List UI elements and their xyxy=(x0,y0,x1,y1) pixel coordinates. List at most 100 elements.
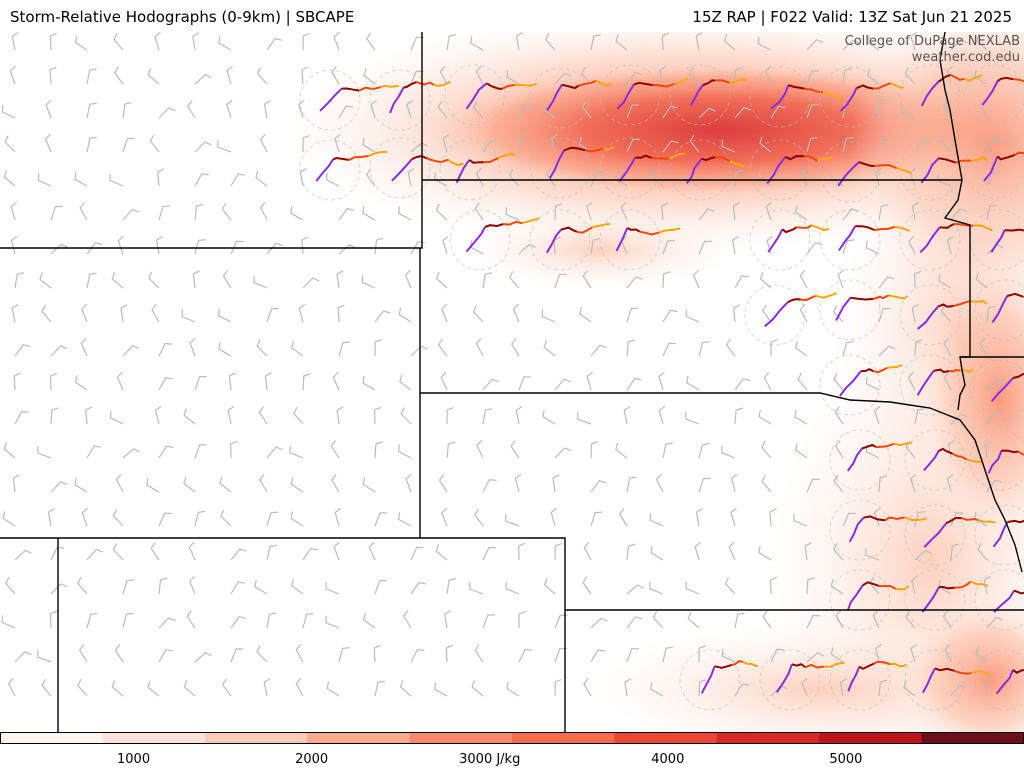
wind-barb xyxy=(975,272,988,289)
hodograph-trace xyxy=(1012,78,1024,83)
wind-barb xyxy=(192,270,200,289)
wind-barb xyxy=(263,677,271,697)
wind-barb xyxy=(14,344,31,357)
wind-barb xyxy=(661,32,669,51)
model-run-label: 15Z RAP | F022 Valid: 13Z Sat Jun 21 202… xyxy=(692,8,1012,26)
wind-barb xyxy=(194,141,212,153)
wind-barb xyxy=(911,303,919,323)
wind-barb xyxy=(842,341,854,357)
hodograph-trace xyxy=(501,84,516,90)
hodograph-trace xyxy=(729,78,748,84)
hodograph-trace xyxy=(858,161,875,167)
state-borders xyxy=(0,32,1024,732)
wind-barb xyxy=(721,445,736,459)
hodograph-trace xyxy=(1017,450,1024,456)
wind-barb xyxy=(986,172,1000,187)
wind-barb xyxy=(5,577,16,595)
wind-barb xyxy=(158,205,170,221)
wind-barb xyxy=(86,242,103,255)
wind-barb xyxy=(86,445,102,459)
wind-barb xyxy=(442,133,450,153)
wind-barb xyxy=(435,271,448,289)
wind-barb xyxy=(615,34,628,51)
wind-barb xyxy=(833,474,844,493)
wind-barb xyxy=(769,508,777,527)
wind-barb xyxy=(515,32,523,51)
wind-barb xyxy=(332,371,340,391)
wind-barb xyxy=(226,65,233,85)
hodograph-trace xyxy=(981,80,999,106)
wind-barb xyxy=(435,203,448,221)
wind-barb xyxy=(698,341,710,357)
wind-barb xyxy=(842,239,855,255)
wind-barb xyxy=(806,104,819,119)
wind-barb xyxy=(85,406,93,425)
wind-barb xyxy=(194,375,207,391)
wind-barb xyxy=(794,409,808,425)
hodograph-trace xyxy=(948,368,961,373)
wind-barb xyxy=(914,339,923,357)
wind-barb xyxy=(842,512,856,527)
hodograph-trace xyxy=(368,150,388,157)
wind-barb xyxy=(662,442,673,459)
wind-barb xyxy=(338,647,350,663)
hodograph-ring xyxy=(899,354,961,416)
wind-barb xyxy=(650,545,664,561)
wind-barb xyxy=(842,39,860,51)
hodograph-trace xyxy=(971,669,991,675)
wind-barb xyxy=(505,581,520,595)
wind-barb xyxy=(944,643,952,663)
wind-barb xyxy=(336,406,344,425)
hodograph-trace xyxy=(983,155,999,182)
wind-barb xyxy=(446,441,456,459)
wind-barb xyxy=(692,269,700,289)
hodograph-trace xyxy=(937,303,954,308)
wind-barb xyxy=(183,680,196,697)
hodograph-trace xyxy=(447,158,464,167)
hodograph-ring xyxy=(974,504,1024,566)
hodograph-trace xyxy=(954,580,972,589)
wind-barb xyxy=(1,104,16,119)
wind-barb xyxy=(658,405,666,425)
wind-barb xyxy=(192,32,200,51)
wind-barb xyxy=(399,374,412,391)
hodograph-trace xyxy=(1006,292,1024,298)
wind-barb xyxy=(586,201,593,221)
hodograph-trace xyxy=(315,159,334,182)
wind-barb xyxy=(336,270,344,289)
wind-barb xyxy=(794,340,808,357)
hodograph-trace xyxy=(1013,589,1024,595)
wind-barb xyxy=(86,548,104,561)
wind-barb xyxy=(9,65,16,85)
wind-barb xyxy=(508,169,520,187)
colorbar-tick-label: 4000 xyxy=(651,752,685,767)
wind-barb xyxy=(626,584,645,595)
wind-barb xyxy=(734,67,743,85)
colorbar xyxy=(0,732,1024,744)
hodograph-trace xyxy=(893,442,912,447)
wind-barb xyxy=(834,406,844,425)
wind-barb xyxy=(662,140,679,153)
hodograph-trace xyxy=(838,225,857,252)
wind-barb xyxy=(398,206,412,221)
wind-barb xyxy=(904,67,916,85)
wind-barb xyxy=(263,100,271,119)
wind-barb xyxy=(649,581,664,595)
wind-barb xyxy=(74,172,88,187)
wind-barb xyxy=(266,37,283,51)
wind-barb xyxy=(256,339,268,357)
wind-barb xyxy=(2,511,16,527)
wind-barb xyxy=(122,448,141,459)
wind-barb xyxy=(698,443,710,459)
wind-barb xyxy=(914,511,926,527)
colorbar-tick-label: 2000 xyxy=(295,752,329,767)
wind-barb xyxy=(583,678,592,697)
colorbar-segment xyxy=(512,732,615,744)
wind-barb xyxy=(337,304,345,323)
hodograph-trace xyxy=(563,146,586,152)
wind-barb xyxy=(806,577,815,595)
hodograph-trace xyxy=(805,663,825,669)
wind-barb xyxy=(219,476,232,493)
hodograph-trace xyxy=(319,87,343,112)
hodograph-ring xyxy=(599,137,661,199)
